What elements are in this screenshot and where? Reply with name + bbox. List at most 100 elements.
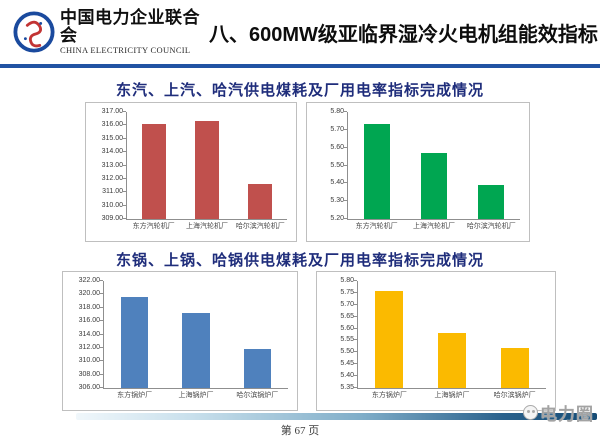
y-tick-mark: [100, 280, 103, 281]
page-number: 第 67 页: [280, 425, 320, 437]
watermark-label: 电力圈: [540, 405, 594, 424]
plot-area: 5.20 5.30 5.40 5.50 5.60 5.70 5.80 东方汽轮机厂 上海汽轮机厂…: [330, 108, 520, 230]
y-tick-mark: [354, 315, 357, 317]
plot-area: 306.00 308.00 310.00 312.00 314.00 316.00 318.…: [79, 277, 288, 399]
bar-上海汽轮机厂: [195, 121, 219, 219]
y-tick-mark: [344, 182, 347, 184]
y-tick-mark: [344, 218, 347, 219]
x-category-label: 哈尔滨汽轮机厂: [235, 223, 285, 230]
x-category-label: 东方汽轮机厂: [355, 223, 398, 230]
y-tick-mark: [100, 320, 103, 322]
y-tick-label: 5.40: [340, 372, 354, 380]
y-tick-label: 5.80: [340, 277, 354, 284]
y-tick-label: 318.00: [78, 303, 100, 311]
org-name: 中国电力企业联合会: [60, 7, 200, 45]
council-logo-icon: [13, 11, 55, 53]
page-title: 八、600MW级亚临界湿冷火电机组能效指标: [209, 23, 598, 46]
y-tick-label: 312.00: [78, 343, 100, 351]
x-category-label: 哈尔滨锅炉厂: [236, 392, 279, 399]
watermark: 电力圈: [523, 400, 594, 425]
y-tick-mark: [123, 137, 126, 139]
bar-哈尔滨锅炉厂: [500, 347, 529, 388]
chart-boiler-aux-power-rate: 5.35 5.40 5.45 5.50 5.55 5.60 5.65 5.70 5.75 5.80…: [316, 271, 556, 411]
y-tick-label: 5.30: [330, 197, 344, 205]
y-tick-label: 313.00: [101, 161, 123, 169]
bar-东方汽轮机厂: [363, 124, 390, 219]
section-title-boiler: 东锅、上锅、哈锅供电煤耗及厂用电率指标完成情况: [115, 252, 484, 269]
y-tick-label: 5.60: [330, 143, 344, 151]
y-tick-label: 320.00: [78, 290, 100, 298]
y-tick-mark: [123, 177, 126, 179]
x-category-label: 东方汽轮机厂: [132, 223, 175, 230]
y-tick-label: 5.55: [340, 336, 354, 344]
y-tick-mark: [354, 387, 357, 388]
y-tick-label: 308.00: [78, 370, 100, 378]
y-tick-mark: [123, 164, 126, 166]
y-tick-mark: [344, 164, 347, 166]
org-name-en: CHINA ELECTRICITY COUNCIL: [60, 45, 191, 56]
y-tick-mark: [344, 200, 347, 202]
y-tick-label: 5.65: [340, 312, 354, 320]
x-category-label: 哈尔滨锅炉厂: [493, 392, 536, 399]
y-tick-label: 309.00: [101, 215, 123, 222]
bar-东方锅炉厂: [375, 290, 404, 388]
y-tick-label: 312.00: [101, 174, 123, 182]
y-tick-label: 310.00: [78, 357, 100, 365]
y-tick-label: 5.80: [330, 108, 344, 115]
x-category-label: 东方锅炉厂: [371, 392, 407, 399]
y-tick-mark: [354, 327, 357, 329]
y-tick-mark: [100, 387, 103, 388]
y-tick-mark: [100, 373, 103, 375]
y-tick-label: 5.75: [340, 288, 354, 296]
y-tick-mark: [354, 351, 357, 353]
x-category-label: 哈尔滨汽轮机厂: [466, 223, 516, 230]
x-category-label: 上海汽轮机厂: [412, 223, 455, 230]
chart-turbine-aux-power-rate: 5.20 5.30 5.40 5.50 5.60 5.70 5.80 东方汽轮机厂 上海汽轮机厂…: [306, 102, 530, 242]
y-tick-mark: [344, 128, 347, 130]
y-tick-mark: [100, 360, 103, 362]
y-tick-mark: [354, 291, 357, 293]
bar-哈尔滨汽轮机厂: [248, 184, 273, 219]
y-tick-label: 5.45: [340, 360, 354, 368]
bar-上海汽轮机厂: [421, 153, 447, 219]
bar-哈尔滨汽轮机厂: [478, 185, 505, 219]
bar-哈尔滨锅炉厂: [243, 348, 272, 388]
y-tick-mark: [354, 375, 357, 377]
watermark-logo-icon: [523, 405, 538, 420]
y-tick-label: 316.00: [78, 317, 100, 325]
y-tick-label: 316.00: [101, 121, 123, 129]
footer-divider: [76, 413, 597, 420]
y-tick-mark: [354, 363, 357, 365]
chart-boiler-coal-consumption: 306.00 308.00 310.00 312.00 314.00 316.00 318.…: [62, 271, 298, 411]
y-tick-label: 310.00: [101, 201, 123, 209]
y-tick-mark: [100, 333, 103, 335]
y-tick-label: 311.00: [102, 188, 123, 196]
y-tick-mark: [123, 124, 126, 126]
bar-上海锅炉厂: [437, 333, 467, 388]
y-tick-label: 5.35: [340, 384, 354, 391]
y-tick-mark: [344, 111, 347, 112]
chart-turbine-coal-consumption: 309.00 310.00 311.00 312.00 313.00 314.00 315.…: [85, 102, 297, 242]
y-tick-label: 322.00: [78, 277, 100, 284]
plot-area: 5.35 5.40 5.45 5.50 5.55 5.60 5.65 5.70 5.75 5.80…: [340, 277, 546, 399]
y-tick-mark: [354, 280, 357, 281]
y-tick-label: 5.70: [340, 300, 354, 308]
bar-东方汽轮机厂: [141, 124, 166, 219]
x-category-label: 东方锅炉厂: [117, 392, 153, 399]
org-logo-block: 中国电力企业联合会 CHINA ELECTRICITY COUNCIL: [0, 7, 209, 56]
y-tick-label: 5.50: [340, 348, 354, 356]
y-tick-label: 5.40: [330, 179, 344, 187]
y-tick-mark: [123, 151, 126, 153]
y-tick-label: 5.20: [330, 215, 344, 222]
y-tick-mark: [123, 204, 126, 206]
y-tick-mark: [100, 306, 103, 308]
bar-上海锅炉厂: [182, 313, 210, 388]
header-divider: [0, 64, 600, 68]
org-text: 中国电力企业联合会 CHINA ELECTRICITY COUNCIL: [60, 7, 209, 56]
y-tick-mark: [123, 111, 126, 112]
y-tick-label: 317.00: [101, 108, 123, 115]
y-tick-label: 5.60: [340, 324, 354, 332]
y-tick-mark: [123, 218, 126, 219]
y-tick-mark: [100, 346, 103, 348]
x-category-label: 上海锅炉厂: [434, 392, 470, 399]
